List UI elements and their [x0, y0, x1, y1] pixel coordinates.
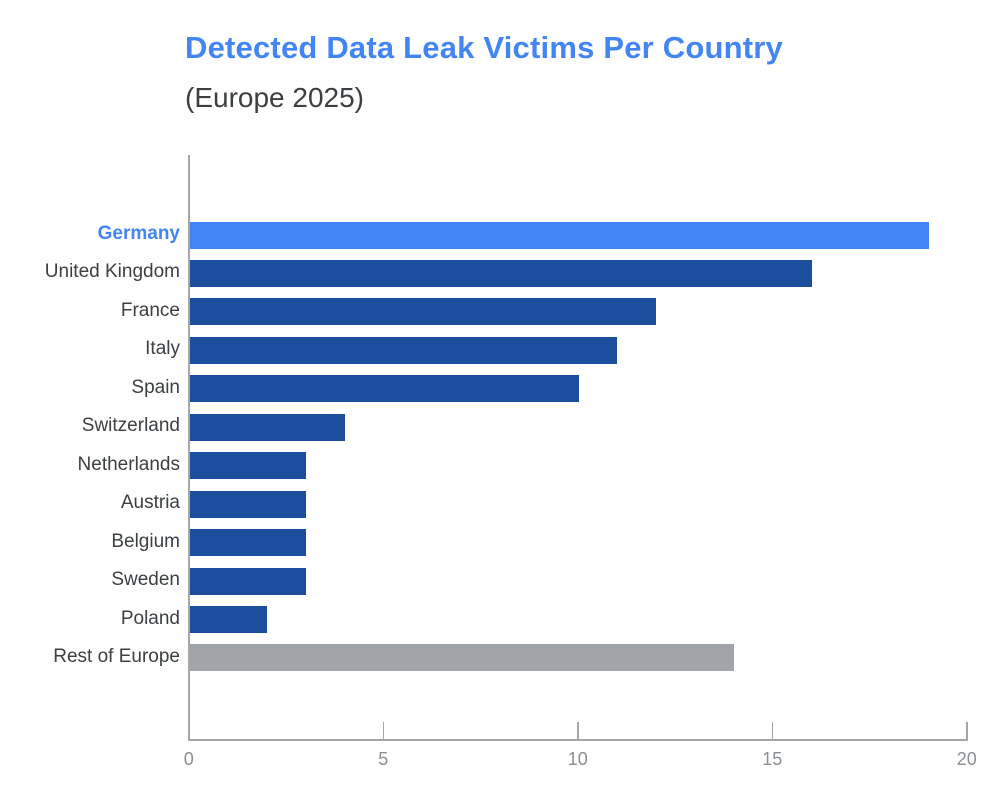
bar-label: Austria — [120, 492, 180, 514]
bar-label: Spain — [131, 376, 180, 398]
chart-title: Detected Data Leak Victims Per Country — [185, 30, 783, 65]
x-axis-tick-label: 0 — [183, 749, 194, 769]
bar — [189, 567, 307, 595]
bar — [189, 529, 307, 557]
bar-label: United Kingdom — [44, 261, 180, 283]
bar-label: Italy — [145, 338, 180, 360]
bar — [189, 259, 812, 287]
x-axis-tick — [188, 722, 190, 739]
bar-label: Poland — [120, 607, 180, 629]
bar-label: Switzerland — [81, 415, 180, 437]
x-axis-tick-label: 15 — [762, 749, 783, 769]
bar — [189, 452, 307, 480]
bar — [189, 413, 346, 441]
bar — [189, 644, 735, 672]
bar — [189, 490, 307, 518]
x-axis-tick-label: 5 — [378, 749, 389, 769]
bar — [189, 336, 618, 364]
bar — [189, 606, 268, 633]
bar — [189, 298, 657, 326]
bar-label: Germany — [97, 223, 180, 244]
y-axis-line — [188, 155, 190, 741]
x-axis-tick — [577, 722, 579, 739]
x-axis-tick — [771, 722, 773, 739]
bar-label: Belgium — [111, 530, 180, 552]
bar-label: Sweden — [111, 569, 180, 591]
chart-subtitle: (Europe 2025) — [185, 82, 365, 113]
x-axis-tick-label: 10 — [567, 749, 588, 769]
x-axis-tick — [382, 722, 384, 739]
x-axis-tick-label: 20 — [956, 749, 977, 769]
bar — [189, 221, 929, 249]
x-axis-line — [188, 739, 968, 741]
bar — [189, 375, 579, 403]
bar-label: France — [120, 299, 180, 321]
bar-label: Rest of Europe — [53, 645, 180, 667]
x-axis-tick — [966, 722, 968, 739]
bar-label: Netherlands — [77, 453, 180, 475]
